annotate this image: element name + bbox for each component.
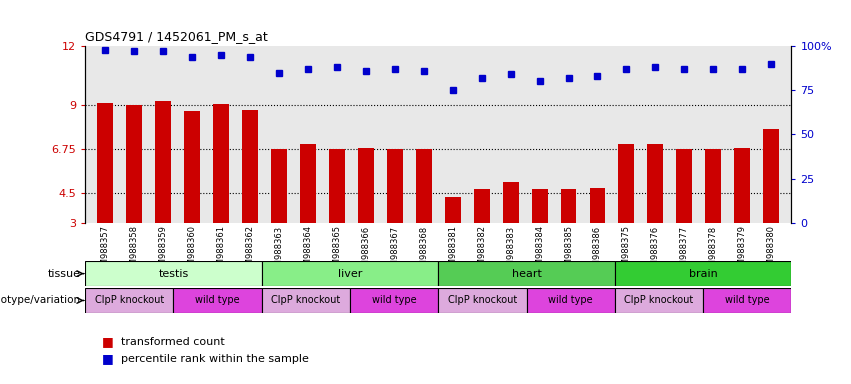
Bar bbox=[614, 261, 791, 286]
Bar bbox=[214, 104, 229, 281]
Text: brain: brain bbox=[688, 268, 717, 279]
Bar bbox=[185, 111, 200, 281]
Bar bbox=[703, 288, 791, 313]
Bar bbox=[734, 148, 751, 281]
Bar bbox=[474, 189, 489, 281]
Text: percentile rank within the sample: percentile rank within the sample bbox=[121, 354, 309, 364]
Bar bbox=[590, 189, 605, 281]
Bar bbox=[614, 288, 703, 313]
Bar bbox=[329, 149, 345, 281]
Bar bbox=[416, 149, 431, 281]
Text: heart: heart bbox=[511, 268, 541, 279]
Bar bbox=[271, 149, 287, 281]
Bar bbox=[648, 144, 663, 281]
Text: transformed count: transformed count bbox=[121, 337, 225, 347]
Text: wild type: wild type bbox=[725, 295, 769, 306]
Bar bbox=[705, 149, 722, 281]
Bar bbox=[85, 288, 174, 313]
Bar bbox=[126, 105, 142, 281]
Text: tissue: tissue bbox=[48, 268, 81, 279]
Bar bbox=[438, 261, 614, 286]
Bar bbox=[387, 149, 403, 281]
Bar bbox=[527, 288, 614, 313]
Text: testis: testis bbox=[158, 268, 189, 279]
Text: ■: ■ bbox=[102, 353, 114, 366]
Text: wild type: wild type bbox=[372, 295, 416, 306]
Text: ClpP knockout: ClpP knockout bbox=[625, 295, 694, 306]
Bar bbox=[358, 148, 374, 281]
Bar bbox=[763, 129, 780, 281]
Bar bbox=[503, 182, 518, 281]
Text: ClpP knockout: ClpP knockout bbox=[94, 295, 164, 306]
Bar bbox=[438, 288, 527, 313]
Bar bbox=[262, 261, 438, 286]
Bar bbox=[532, 189, 547, 281]
Text: liver: liver bbox=[338, 268, 363, 279]
Text: GDS4791 / 1452061_PM_s_at: GDS4791 / 1452061_PM_s_at bbox=[85, 30, 268, 43]
Bar bbox=[97, 103, 113, 281]
Bar bbox=[174, 288, 262, 313]
Bar bbox=[85, 261, 262, 286]
Bar bbox=[243, 110, 258, 281]
Bar bbox=[619, 144, 634, 281]
Bar bbox=[445, 197, 460, 281]
Text: ClpP knockout: ClpP knockout bbox=[448, 295, 517, 306]
Bar bbox=[350, 288, 438, 313]
Bar bbox=[262, 288, 350, 313]
Bar bbox=[155, 101, 171, 281]
Bar bbox=[561, 189, 576, 281]
Text: wild type: wild type bbox=[195, 295, 240, 306]
Text: ClpP knockout: ClpP knockout bbox=[271, 295, 340, 306]
Bar bbox=[300, 144, 316, 281]
Text: wild type: wild type bbox=[548, 295, 593, 306]
Text: ■: ■ bbox=[102, 335, 114, 348]
Text: genotype/variation: genotype/variation bbox=[0, 295, 81, 306]
Bar bbox=[677, 149, 692, 281]
